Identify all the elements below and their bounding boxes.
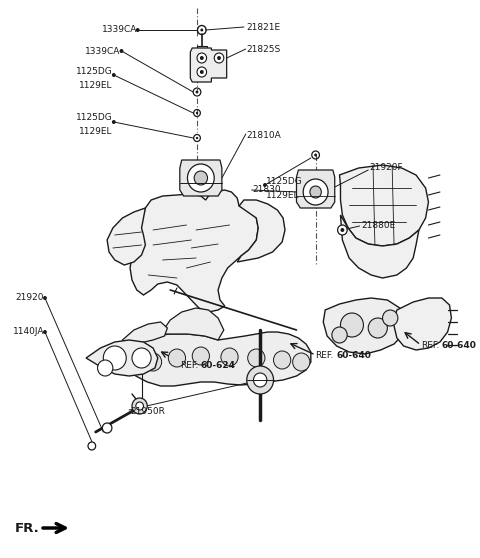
Circle shape — [196, 137, 198, 139]
Circle shape — [340, 228, 344, 232]
Circle shape — [200, 70, 204, 74]
Circle shape — [136, 28, 140, 32]
Text: 1339CA: 1339CA — [85, 46, 120, 55]
Text: 21920: 21920 — [15, 294, 44, 302]
Circle shape — [337, 225, 347, 235]
Circle shape — [97, 360, 113, 376]
Circle shape — [197, 67, 206, 77]
Circle shape — [88, 442, 96, 450]
Circle shape — [103, 346, 126, 370]
Polygon shape — [191, 48, 227, 82]
Text: 21825S: 21825S — [247, 45, 281, 54]
Circle shape — [293, 353, 310, 371]
Circle shape — [168, 349, 186, 367]
Circle shape — [221, 348, 238, 366]
Polygon shape — [394, 298, 451, 350]
Circle shape — [368, 318, 387, 338]
Circle shape — [253, 373, 267, 387]
Circle shape — [188, 164, 214, 192]
Polygon shape — [297, 170, 335, 208]
Text: 1129EL: 1129EL — [79, 127, 113, 136]
Circle shape — [120, 49, 123, 53]
Text: 1140JA: 1140JA — [12, 328, 44, 336]
Circle shape — [132, 398, 147, 414]
Text: 1129EL: 1129EL — [266, 190, 300, 200]
Text: 21830: 21830 — [252, 185, 281, 195]
Circle shape — [274, 351, 291, 369]
Text: 1125DG: 1125DG — [266, 177, 302, 186]
Text: 21821E: 21821E — [247, 22, 281, 31]
Text: 60-640: 60-640 — [336, 350, 372, 359]
Polygon shape — [197, 46, 206, 52]
Circle shape — [248, 349, 265, 367]
Circle shape — [263, 183, 267, 187]
Circle shape — [192, 347, 209, 365]
Text: 1125DG: 1125DG — [76, 68, 113, 76]
Circle shape — [383, 310, 398, 326]
Circle shape — [332, 327, 347, 343]
Circle shape — [247, 366, 274, 394]
Text: 1125DG: 1125DG — [76, 113, 113, 123]
Text: 1129EL: 1129EL — [79, 80, 113, 89]
Polygon shape — [130, 190, 258, 312]
Text: FR.: FR. — [14, 522, 39, 535]
Circle shape — [43, 330, 47, 334]
Text: 60-640: 60-640 — [442, 341, 477, 350]
Text: 21950R: 21950R — [130, 407, 165, 416]
Circle shape — [132, 348, 151, 368]
Circle shape — [217, 56, 221, 60]
Circle shape — [196, 112, 198, 114]
Circle shape — [112, 73, 116, 77]
Text: 1339CA: 1339CA — [102, 26, 138, 35]
Circle shape — [43, 296, 47, 300]
Text: 60-624: 60-624 — [201, 360, 236, 369]
Circle shape — [197, 53, 206, 63]
Polygon shape — [323, 298, 407, 354]
Circle shape — [194, 171, 207, 185]
Circle shape — [144, 353, 162, 371]
Polygon shape — [122, 332, 311, 386]
Text: 21920F: 21920F — [369, 163, 403, 172]
Polygon shape — [339, 165, 429, 246]
Polygon shape — [86, 340, 158, 376]
Polygon shape — [122, 322, 168, 348]
Text: 21880E: 21880E — [361, 222, 396, 230]
Text: 21810A: 21810A — [247, 131, 281, 140]
Circle shape — [102, 423, 112, 433]
Circle shape — [136, 402, 144, 410]
Circle shape — [112, 120, 116, 124]
Polygon shape — [180, 160, 222, 196]
Circle shape — [195, 90, 198, 94]
Text: REF.: REF. — [316, 350, 334, 359]
Polygon shape — [107, 208, 145, 265]
Circle shape — [214, 53, 224, 63]
Polygon shape — [161, 308, 224, 340]
Circle shape — [310, 186, 321, 198]
Text: REF.: REF. — [180, 360, 198, 369]
Circle shape — [314, 153, 317, 156]
Polygon shape — [340, 215, 419, 278]
Text: REF.: REF. — [421, 341, 439, 350]
Circle shape — [90, 445, 93, 448]
Circle shape — [303, 179, 328, 205]
Circle shape — [340, 313, 363, 337]
Circle shape — [200, 56, 204, 60]
Polygon shape — [237, 200, 285, 262]
Circle shape — [105, 426, 109, 430]
Circle shape — [200, 28, 203, 31]
